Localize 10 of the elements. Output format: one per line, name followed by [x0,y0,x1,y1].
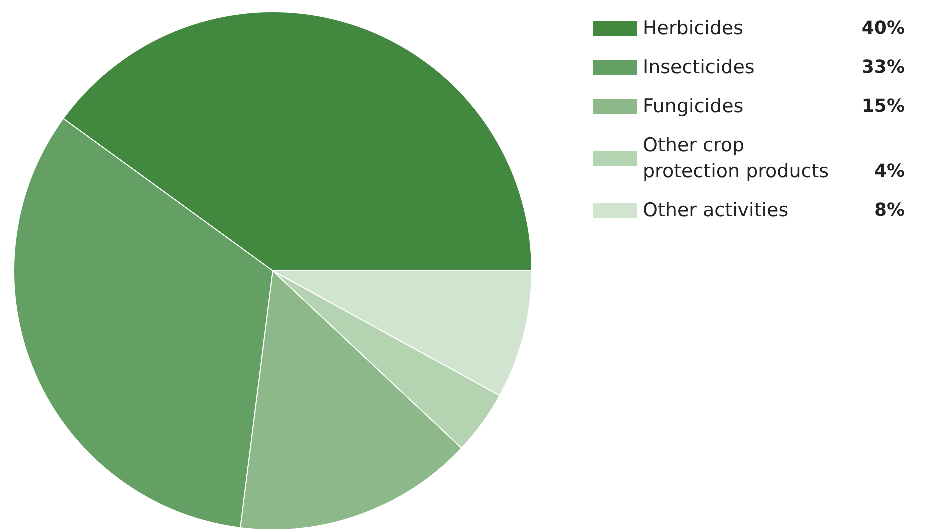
data-label: 4% [874,161,905,182]
data-label: 40% [862,18,905,39]
data-label: 33% [862,57,905,78]
legend-label: Other activities [643,200,789,222]
legend-label: Other crop protection products [643,134,830,182]
legend-label: Insecticides [643,56,755,78]
data-label: 15% [862,96,905,117]
legend-label: Fungicides [643,96,744,118]
legend-label: Herbicides [643,18,744,40]
data-label: 8% [874,200,905,221]
